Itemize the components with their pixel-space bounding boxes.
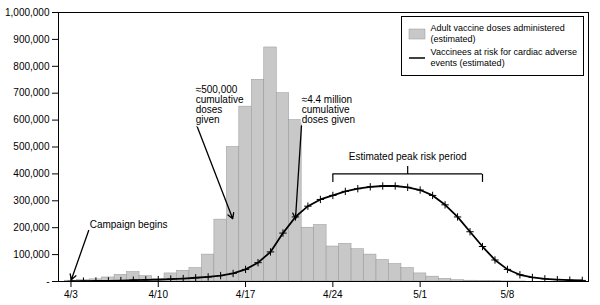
svg-text:Campaign begins: Campaign begins: [90, 219, 168, 230]
svg-text:1,000,000: 1,000,000: [5, 7, 50, 18]
svg-text:700,000: 700,000: [13, 87, 50, 98]
svg-text:-: -: [46, 276, 49, 287]
svg-text:200,000: 200,000: [13, 222, 50, 233]
html-text:Adult vaccine doses administer: Adult vaccine doses administered (estima…: [430, 23, 565, 44]
svg-text:900,000: 900,000: [13, 34, 50, 45]
svg-text:100,000: 100,000: [13, 249, 50, 260]
svg-text:400,000: 400,000: [13, 168, 50, 179]
svg-text:4/10: 4/10: [149, 289, 169, 300]
svg-text:300,000: 300,000: [13, 195, 50, 206]
svg-text:4/3: 4/3: [64, 289, 78, 300]
svg-text:Estimated peak risk period: Estimated peak risk period: [349, 151, 467, 162]
svg-text:500,000: 500,000: [13, 141, 50, 152]
svg-text:4/17: 4/17: [236, 289, 256, 300]
svg-text:5/1: 5/1: [413, 289, 427, 300]
svg-text:≈4.4 millioncumulativedoses gi: ≈4.4 millioncumulativedoses given: [302, 94, 355, 125]
svg-text:600,000: 600,000: [13, 114, 50, 125]
html-text:Vaccinees at risk for cardiac: Vaccinees at risk for cardiac adverse ev…: [430, 47, 577, 68]
svg-text:800,000: 800,000: [13, 61, 50, 72]
svg-text:5/8: 5/8: [500, 289, 514, 300]
svg-text:≈500,000cumulativedosesgiven: ≈500,000cumulativedosesgiven: [196, 84, 244, 125]
svg-text:4/24: 4/24: [323, 289, 343, 300]
